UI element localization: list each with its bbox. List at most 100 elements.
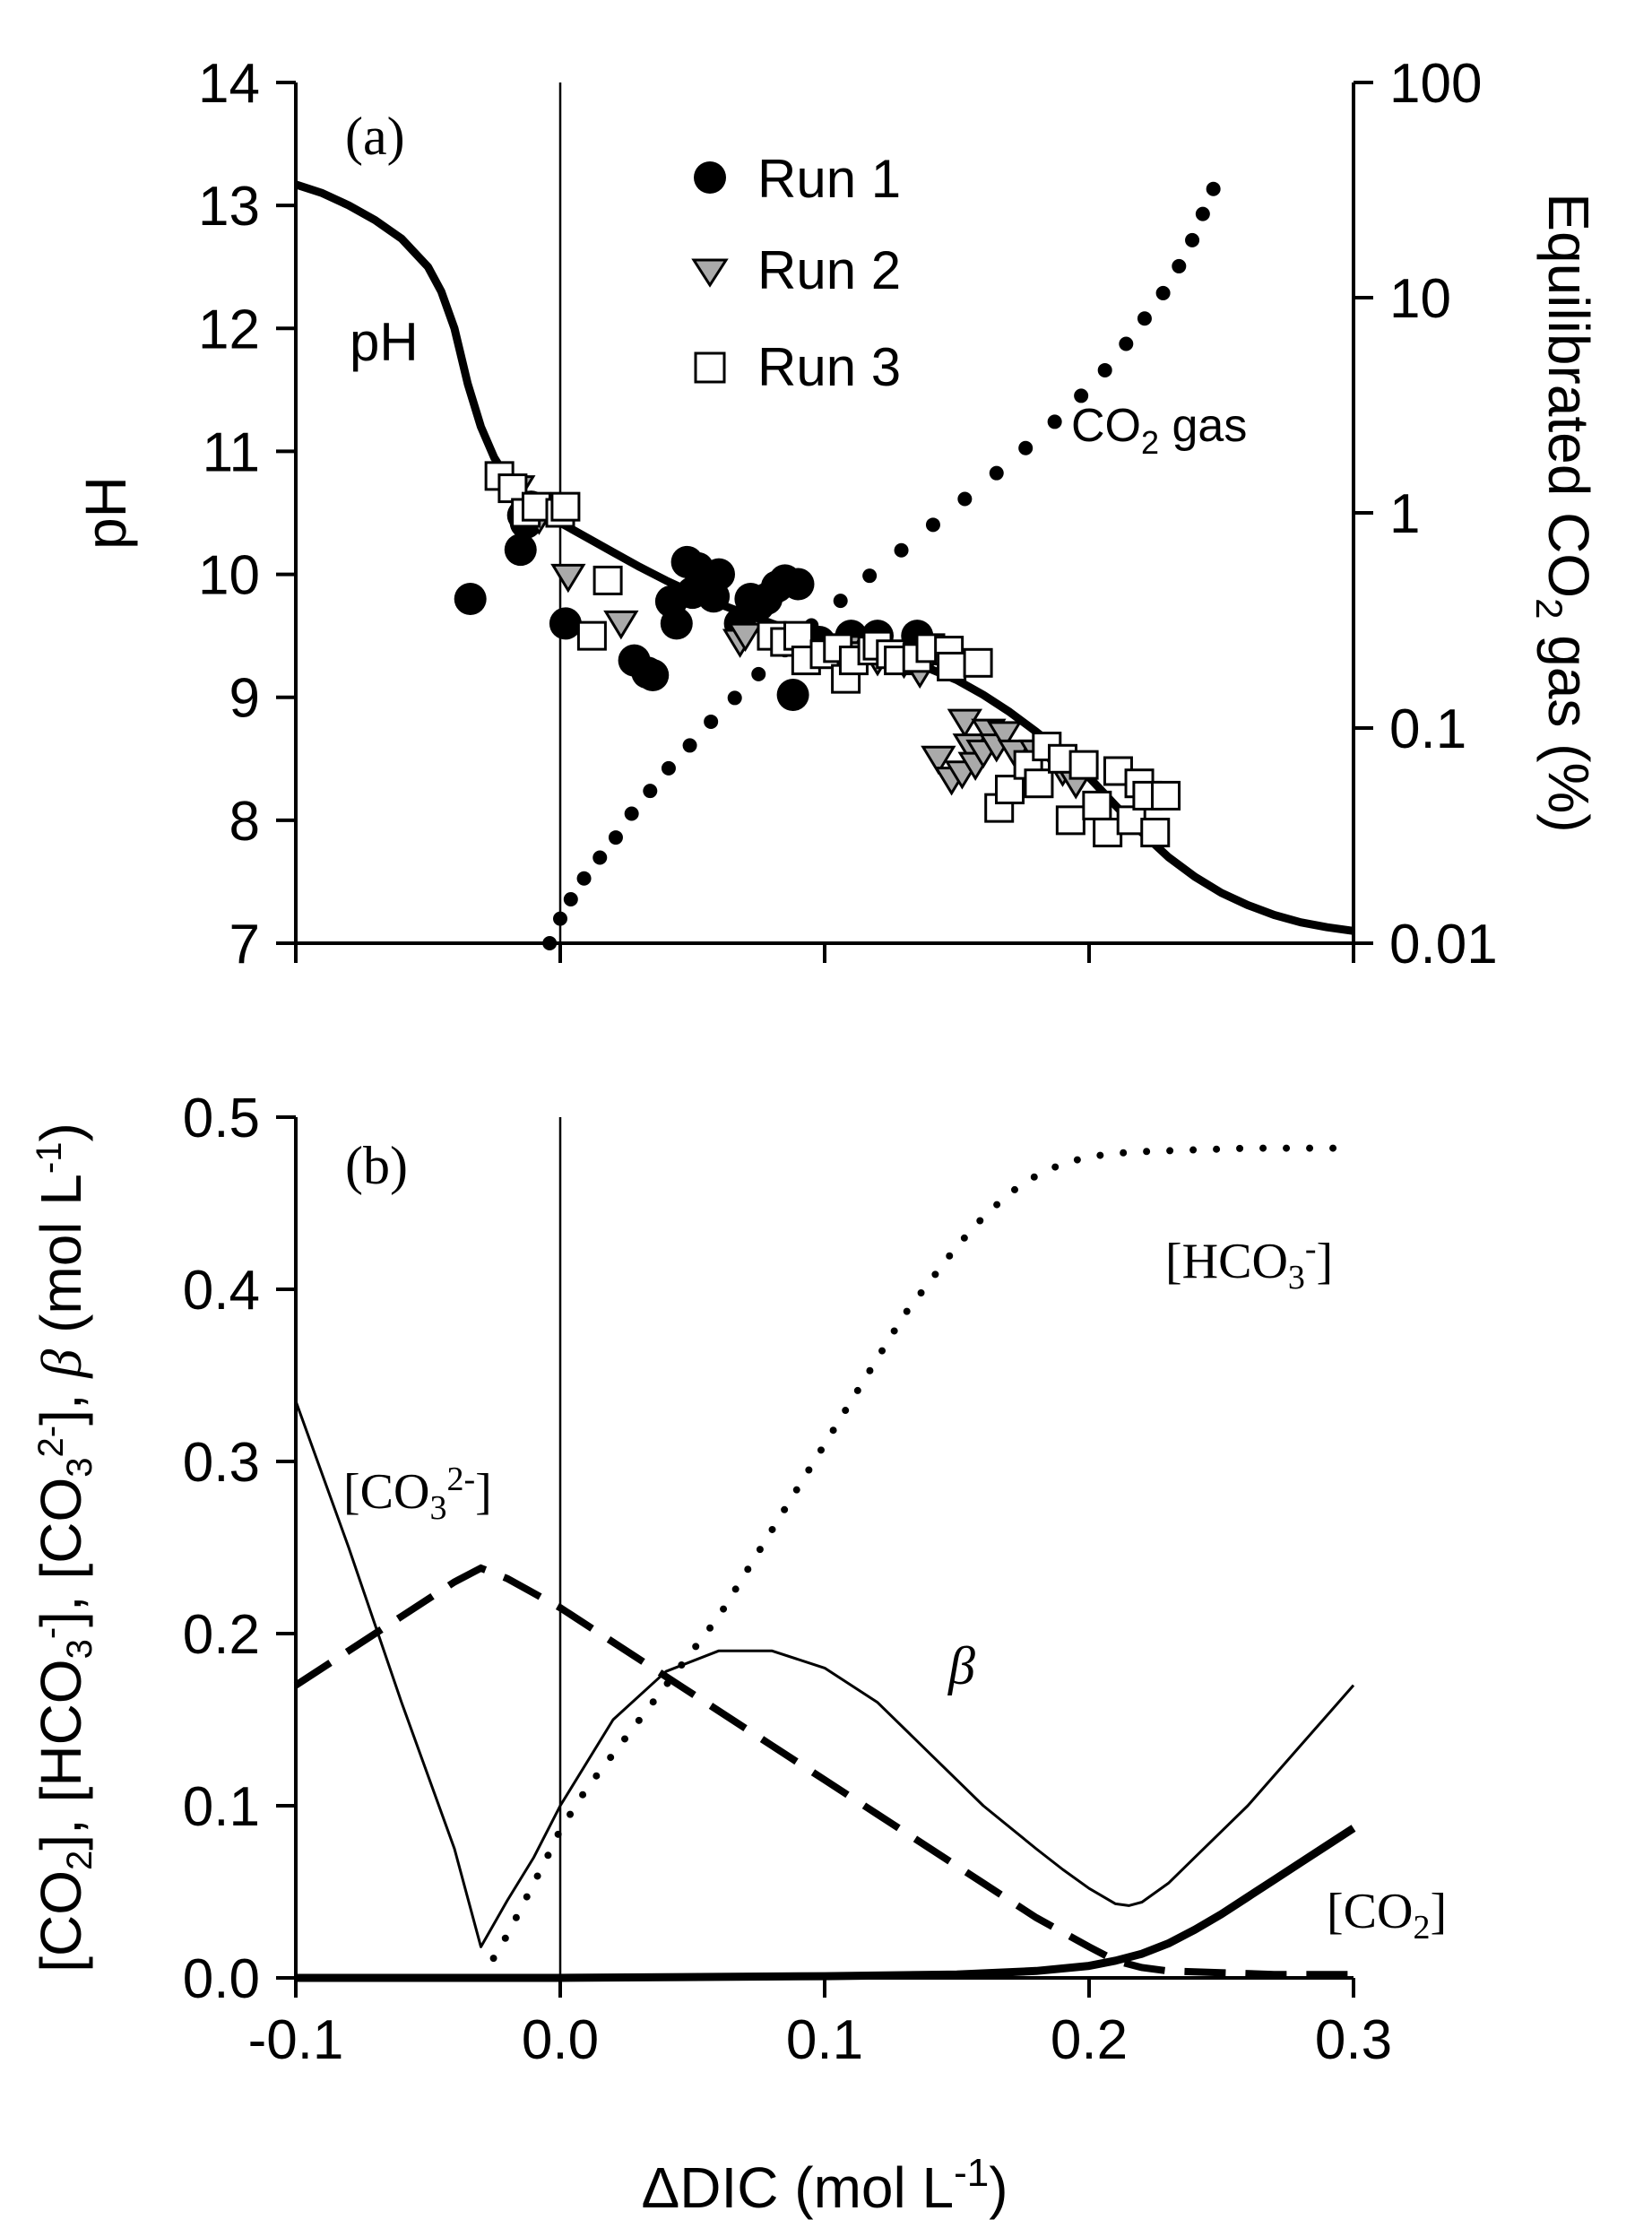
legend-run-1-marker <box>694 161 726 194</box>
run-2-point <box>550 563 586 594</box>
co2-gas-point <box>925 517 940 533</box>
run-1-point <box>782 568 815 601</box>
co2-gas-point <box>1018 440 1034 455</box>
run-2-point <box>947 708 983 739</box>
co2-gas-point <box>661 760 676 776</box>
run-3-point <box>1093 818 1123 848</box>
co2-curve-label: [CO2] <box>1327 1884 1447 1947</box>
run-3-point <box>995 775 1025 805</box>
run-2-point <box>603 610 639 640</box>
co2-gas-point <box>1047 414 1062 429</box>
co2-gas-point <box>1195 206 1210 221</box>
panel-a: 7 8 9 10 11 12 13 14 0.01 0.1 1 10 100 (a) pH Equili… <box>74 53 1601 975</box>
co2-gas-point <box>624 806 639 821</box>
run-1-point <box>660 607 693 640</box>
co2-gas-point <box>727 690 742 706</box>
co2-gas-point <box>563 892 578 907</box>
panel-a-y-tick-label: 9 <box>229 668 260 730</box>
run-3-point <box>497 473 528 504</box>
run-1-point <box>504 533 537 567</box>
co2-gas-point <box>1137 311 1152 326</box>
co2-gas-point <box>1155 285 1171 300</box>
run-2-point <box>986 721 1023 750</box>
panel-b: 0.00.10.20.30.40.5-0.1 0.0 0.1 0.2 0.3 (b) [… <box>29 1088 1447 2220</box>
run-3-point <box>1068 750 1099 780</box>
legend-run-3-label: Run 3 <box>757 337 901 397</box>
co2-gas-point <box>1185 232 1200 247</box>
legend-run-3-marker <box>694 351 726 384</box>
panel-b-y-tick-label: 0.0 <box>183 1948 260 2010</box>
panel-a-y2-tick-label: 100 <box>1389 53 1482 115</box>
run-3-point <box>1151 780 1181 811</box>
panel-b-y-tick-label: 0.4 <box>183 1260 260 1322</box>
run-3-point <box>937 651 967 681</box>
hco3-curve-label: [HCO3-] <box>1165 1230 1333 1296</box>
co2-gas-point <box>894 542 909 558</box>
co2-gas-point <box>592 850 608 865</box>
run-3-point <box>783 620 813 651</box>
co2-gas-point <box>682 738 697 753</box>
panel-b-x-tick-label: 0.2 <box>1051 2009 1128 2071</box>
beta-curve <box>294 1400 1355 1948</box>
co3-curve-label: [CO32-] <box>343 1461 492 1527</box>
run-3-point <box>963 647 993 678</box>
panel-b-x-tick-label: 0.0 <box>522 2009 599 2071</box>
run-3-point <box>550 491 581 522</box>
co2-gas-point <box>704 714 719 729</box>
co2-gas-curve-label: CO2 gas <box>1071 400 1247 461</box>
co2-gas-point <box>1097 362 1112 377</box>
co2-gas-point <box>643 784 658 799</box>
panel-b-x-axis-title: ΔDIC (mol L-1) <box>642 2151 1008 2220</box>
panel-a-y-tick-label: 14 <box>198 53 260 115</box>
panel-a-y2-tick-label: 1 <box>1389 483 1420 545</box>
co2-gas-point <box>553 911 567 926</box>
panel-a-y-axis-title: pH <box>74 476 138 550</box>
co2-gas-point <box>751 666 766 681</box>
co2-curve <box>296 1825 1356 1982</box>
run-3-point <box>1024 768 1054 799</box>
co2-gas-point <box>608 830 623 845</box>
legend-run-2-marker <box>691 258 729 288</box>
co3-curve <box>293 1564 1354 1979</box>
panel-b-label: (b) <box>345 1136 408 1195</box>
panel-b-y-tick-label: 0.5 <box>183 1088 260 1149</box>
co2-gas-point <box>1119 336 1134 351</box>
co2-gas-point <box>1206 181 1221 196</box>
panel-b-series <box>293 1144 1356 1982</box>
run-3-point <box>1140 818 1171 848</box>
panel-b-y-tick-label: 0.1 <box>183 1776 260 1838</box>
panel-a-y2-tick-label: 10 <box>1389 268 1451 330</box>
legend: Run 1 Run 2 Run 3 <box>691 149 901 397</box>
panel-a-y-tick-label: 13 <box>198 176 260 238</box>
co2-gas-point <box>989 465 1004 481</box>
run-1-point <box>454 583 487 615</box>
panel-a-y-tick-label: 7 <box>229 914 260 975</box>
run-3-point <box>1055 805 1085 836</box>
run-3-point <box>592 565 623 595</box>
panel-a-y-tick-label: 11 <box>203 421 260 483</box>
run-3-point <box>576 620 607 651</box>
legend-run-2-label: Run 2 <box>757 240 901 300</box>
co2-gas-point <box>576 871 592 886</box>
panel-a-y2-axis-title: Equilibrated CO2 gas (%) <box>1528 193 1601 832</box>
run-3-point <box>1082 790 1112 820</box>
panel-a-y-tick-label: 10 <box>198 545 260 607</box>
panel-b-y-tick-label: 0.3 <box>183 1432 260 1494</box>
panel-a-ticks: 7 8 9 10 11 12 13 14 0.01 0.1 1 10 100 <box>198 53 1498 975</box>
beta-curve-label: β <box>947 1636 975 1695</box>
legend-run-1-label: Run 1 <box>757 149 901 209</box>
run-2-point <box>727 622 764 653</box>
panel-b-x-tick-label: 0.1 <box>786 2009 863 2071</box>
run-1-point <box>636 659 670 692</box>
panel-a-y2-tick-label: 0.01 <box>1389 914 1498 975</box>
run-3-point <box>1116 805 1146 836</box>
co2-gas-point <box>833 594 848 609</box>
panel-a-y-tick-label: 12 <box>198 299 260 360</box>
panel-a-label: (a) <box>345 107 405 166</box>
co2-gas-point <box>1074 388 1089 403</box>
panel-a-series <box>294 180 1354 950</box>
panel-b-x-tick-label: -0.1 <box>248 2009 344 2071</box>
co2-gas-point <box>957 491 973 507</box>
co2-gas-point <box>862 568 878 584</box>
run-2-point <box>921 745 956 776</box>
